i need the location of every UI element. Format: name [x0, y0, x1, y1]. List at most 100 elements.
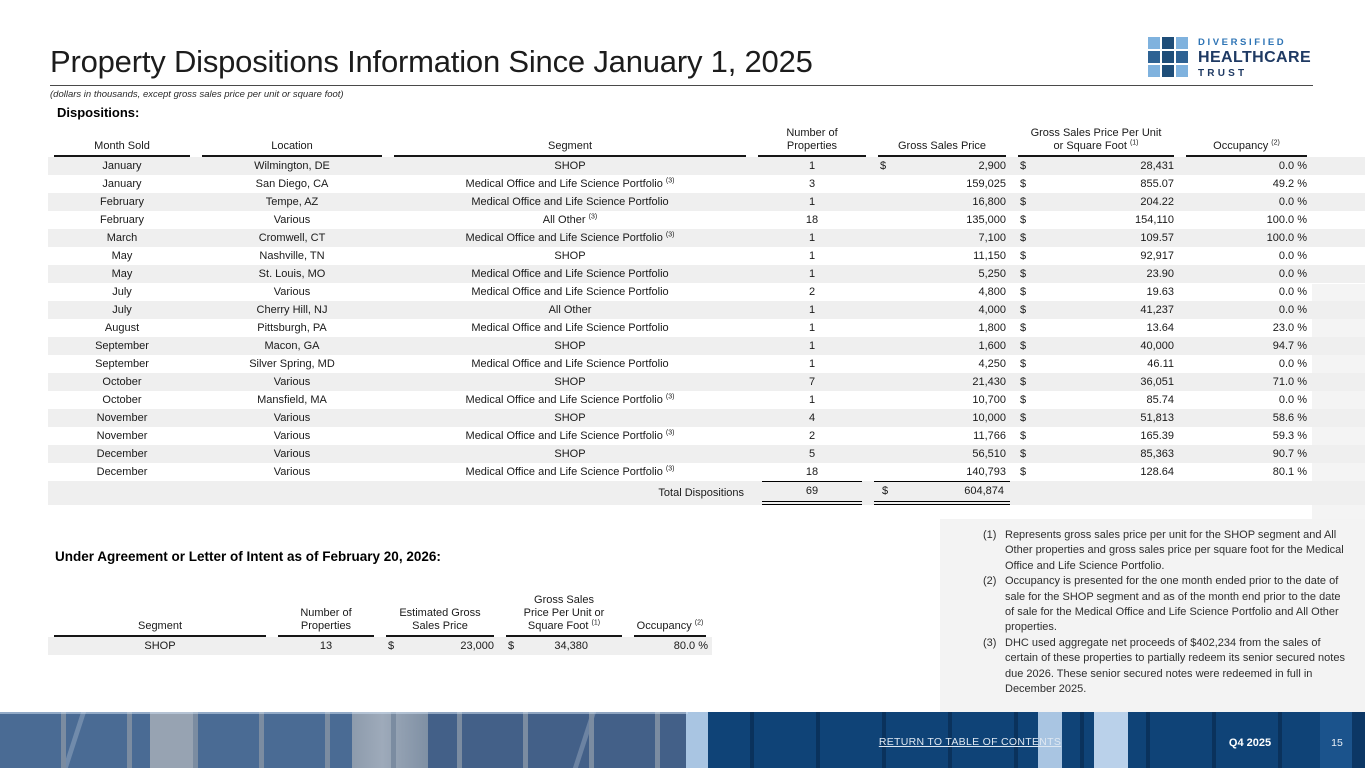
- cell-gross-sales-price: 10,700: [972, 394, 1006, 406]
- footnote-3: (3) DHC used aggregate net proceeds of $…: [983, 636, 1349, 698]
- cell-number-of-properties: 3: [808, 178, 816, 190]
- cell-gross-sales-price: 159,025: [966, 178, 1006, 190]
- total-dispositions-row: Total Dispositions 69 $604,874: [48, 481, 1365, 505]
- cell-price-per-unit: $855.07: [1020, 178, 1174, 190]
- cell-month-sold: December: [48, 445, 196, 463]
- logo-wordmark: DIVERSIFIED HEALTHCARE TRUST: [1198, 37, 1311, 79]
- footnotes: (1) Represents gross sales price per uni…: [983, 528, 1349, 697]
- cell-gross-sales-price: 4,250: [978, 358, 1006, 370]
- table-row: February Various All Other (3) 18 135,00…: [48, 211, 1365, 229]
- cell-occupancy: 100.0 %: [1180, 229, 1365, 247]
- dispositions-table: Month Sold Location Segment Number of Pro…: [48, 124, 1365, 505]
- cell-segment: All Other (3): [542, 213, 598, 226]
- cell-month-sold: November: [48, 409, 196, 427]
- cell-segment: Medical Office and Life Science Portfoli…: [465, 465, 675, 478]
- cell-number-of-properties: 1: [808, 250, 816, 262]
- under-agreement-row: SHOP 13 $23,000 $34,380 80.0 %: [48, 637, 712, 655]
- cell-price-per-unit: $51,813: [1012, 409, 1180, 427]
- cell-occupancy: 94.7 %: [1180, 337, 1365, 355]
- cell-number-of-properties: 2: [808, 286, 816, 298]
- cell-number-of-properties: 18: [805, 214, 819, 226]
- total-gross-sales-price: $604,874: [872, 481, 1012, 505]
- dispositions-header-row: Month Sold Location Segment Number of Pro…: [48, 124, 1365, 157]
- cell-month-sold: January: [102, 178, 142, 190]
- cell-occupancy: 0.0 %: [1278, 250, 1307, 262]
- cell-segment: Medical Office and Life Science Portfoli…: [465, 429, 675, 442]
- cell-occupancy: 0.0 %: [1180, 301, 1365, 319]
- cell-price-per-unit: $154,110: [1020, 214, 1174, 226]
- cell-price-per-unit: $36,051: [1012, 373, 1180, 391]
- cell-number-of-properties: 1: [808, 358, 816, 370]
- cell-location: Various: [196, 409, 388, 427]
- cell-month-sold: October: [48, 373, 196, 391]
- cell-gross-sales-price: 16,800: [872, 193, 1012, 211]
- cell-month-sold: September: [48, 337, 196, 355]
- cell-location: Silver Spring, MD: [249, 358, 335, 370]
- cell-location: Nashville, TN: [259, 250, 325, 262]
- cell-gross-sales-price: $2,900: [872, 157, 1012, 175]
- cell-month-sold: May: [48, 265, 196, 283]
- dispositions-rows: January Wilmington, DE SHOP 1 $2,900 $28…: [48, 157, 1365, 481]
- cell-occupancy: 0.0 %: [1278, 358, 1307, 370]
- table-row: January San Diego, CA Medical Office and…: [48, 175, 1365, 193]
- return-to-toc-link[interactable]: RETURN TO TABLE OF CONTENTS: [878, 736, 1062, 748]
- cell-month-sold: February: [99, 214, 145, 226]
- cell-occupancy: 0.0 %: [1180, 265, 1365, 283]
- cell-segment: Medical Office and Life Science Portfoli…: [388, 193, 752, 211]
- cell-location: Various: [273, 430, 311, 442]
- cell-price-per-unit: $128.64: [1020, 466, 1174, 478]
- cell-segment: SHOP: [554, 250, 586, 262]
- cell-price-per-unit: $85,363: [1012, 445, 1180, 463]
- table-row: July Various Medical Office and Life Sci…: [48, 283, 1365, 301]
- cell-location: Wilmington, DE: [196, 157, 388, 175]
- cell-gross-sales-price: 7,100: [872, 229, 1012, 247]
- cell-price-per-unit: $46.11: [1020, 358, 1174, 370]
- cell-segment: SHOP: [388, 373, 752, 391]
- table-row: August Pittsburgh, PA Medical Office and…: [48, 319, 1365, 337]
- cell-segment: Medical Office and Life Science Portfoli…: [465, 177, 675, 190]
- cell-occupancy: 0.0 %: [1278, 286, 1307, 298]
- footnote-text: Represents gross sales price per unit fo…: [1005, 529, 1344, 572]
- logo-squares-icon: [1148, 37, 1188, 79]
- cell-month-sold: March: [48, 229, 196, 247]
- footnote-text: DHC used aggregate net proceeds of $402,…: [1005, 636, 1345, 696]
- cell-price-per-unit: $13.64: [1020, 322, 1174, 334]
- cell-number-of-properties: 1: [752, 229, 872, 247]
- table-row: November Various Medical Office and Life…: [48, 427, 1365, 445]
- col-header-price-per-unit: Gross Sales Price Per Unit or Square Foot…: [1012, 124, 1180, 157]
- cell-gross-sales-price: 56,510: [872, 445, 1012, 463]
- table-row: October Various SHOP 7 21,430 $36,051 71…: [48, 373, 1365, 391]
- col-header-number-of-properties: Number of Properties: [752, 124, 872, 157]
- under-agreement-table: Segment Number of Properties Estimated Gr…: [48, 585, 712, 655]
- col-header-number-of-properties: Number of Properties: [272, 585, 380, 637]
- cell-location: Pittsburgh, PA: [257, 322, 327, 334]
- cell-occupancy: 90.7 %: [1180, 445, 1365, 463]
- footer-top-highlight: [0, 712, 688, 714]
- footnote-number: (3): [983, 636, 997, 649]
- cell-month-sold: July: [112, 286, 132, 298]
- empty-cell: [48, 481, 196, 505]
- cell-gross-sales-price: 1,600: [872, 337, 1012, 355]
- col-header-price-per-unit: Gross Sales Price Per Unit or Square Foot …: [500, 585, 628, 637]
- cell-price-per-unit: $23.90: [1012, 265, 1180, 283]
- page-title: Property Dispositions Information Since …: [50, 44, 813, 79]
- cell-price-per-unit: $41,237: [1012, 301, 1180, 319]
- cell-number-of-properties: 4: [752, 409, 872, 427]
- cell-price-per-unit: $92,917: [1020, 250, 1174, 262]
- cell-month-sold: September: [95, 358, 149, 370]
- footer-light-stripe: [1038, 712, 1062, 768]
- cell-month-sold: November: [96, 430, 148, 442]
- cell-location: St. Louis, MO: [196, 265, 388, 283]
- table-row: March Cromwell, CT Medical Office and Li…: [48, 229, 1365, 247]
- table-row: November Various SHOP 4 10,000 $51,813 5…: [48, 409, 1365, 427]
- cell-segment: Medical Office and Life Science Portfoli…: [465, 393, 675, 406]
- cell-price-per-unit: $204.22: [1012, 193, 1180, 211]
- cell-gross-sales-price: 21,430: [872, 373, 1012, 391]
- cell-gross-sales-price: 11,150: [973, 250, 1006, 262]
- footer-edge-pane: [1352, 712, 1365, 768]
- table-row: July Cherry Hill, NJ All Other 1 4,000 $…: [48, 301, 1365, 319]
- footnote-2: (2) Occupancy is presented for the one m…: [983, 574, 1349, 636]
- cell-occupancy: 23.0 %: [1272, 322, 1307, 334]
- cell-gross-sales-price: 5,250: [872, 265, 1012, 283]
